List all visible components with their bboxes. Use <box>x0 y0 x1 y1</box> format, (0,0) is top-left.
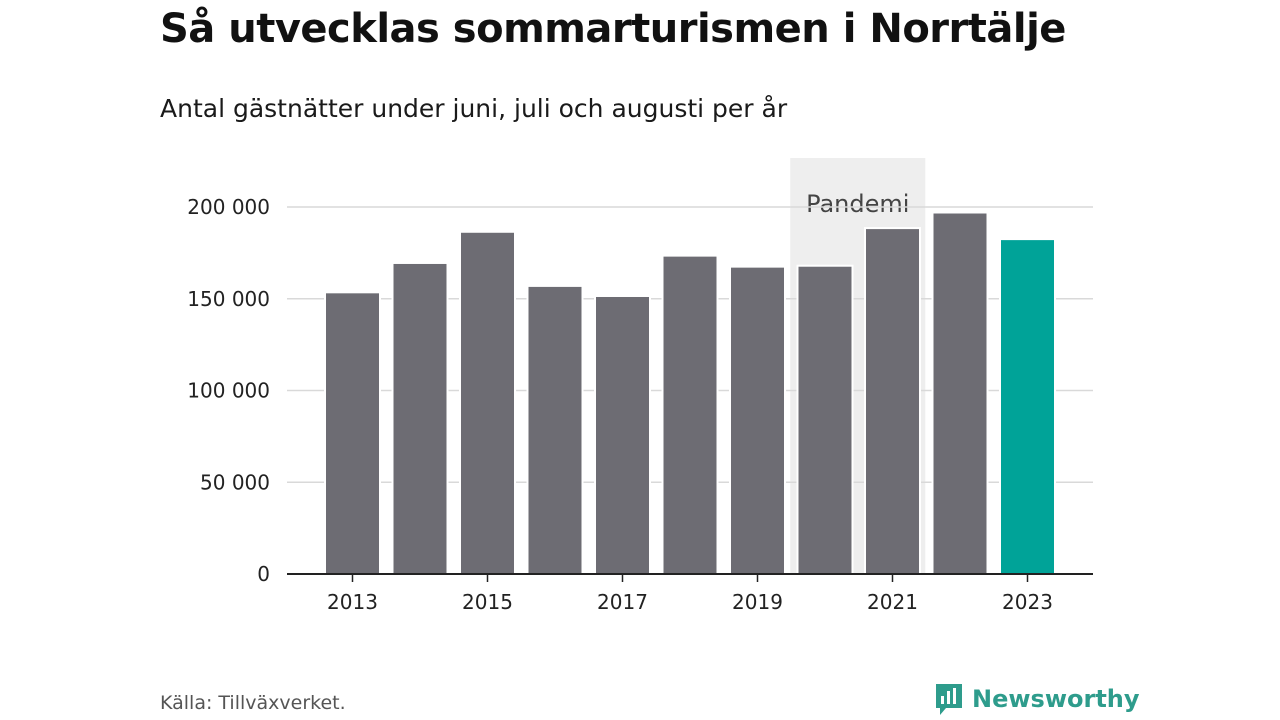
x-tick-label: 2017 <box>597 590 648 614</box>
newsworthy-logo-text: Newsworthy <box>972 685 1140 713</box>
y-tick-label: 150 000 <box>187 287 270 311</box>
bar-2015 <box>459 230 516 576</box>
bar-2022 <box>931 211 989 575</box>
y-tick-label: 50 000 <box>200 470 270 494</box>
newsworthy-logo[interactable]: Newsworthy <box>934 682 1140 716</box>
x-tick-label: 2015 <box>462 590 513 614</box>
x-tick-label: 2019 <box>732 590 783 614</box>
bar-2014 <box>391 261 449 575</box>
y-tick-label: 200 000 <box>187 195 270 219</box>
y-tick-label: 0 <box>257 562 270 586</box>
x-tick-label: 2013 <box>327 590 378 614</box>
y-tick-label: 100 000 <box>187 379 270 403</box>
x-tick-label: 2023 <box>1002 590 1053 614</box>
source-note: Källa: Tillväxverket. <box>160 692 346 714</box>
bar-2020 <box>796 264 854 575</box>
bar-2017 <box>594 294 651 575</box>
bar-2021 <box>864 227 921 575</box>
bar-2013 <box>324 291 381 575</box>
bar-2019 <box>729 265 786 575</box>
bar-2018 <box>661 254 719 575</box>
bar-2016 <box>526 284 584 575</box>
bar-2023 <box>999 238 1056 576</box>
chart-title: Så utvecklas sommarturismen i Norrtälje <box>160 6 1066 52</box>
pandemic-label: Pandemi <box>806 190 909 218</box>
newsworthy-logo-icon <box>936 684 962 715</box>
chart-subtitle: Antal gästnätter under juni, juli och au… <box>160 94 788 123</box>
x-tick-label: 2021 <box>867 590 918 614</box>
